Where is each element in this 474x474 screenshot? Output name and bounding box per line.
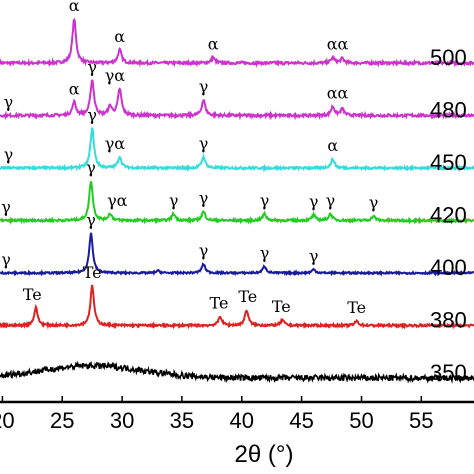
phase-label-400-0: γ	[1, 250, 11, 269]
series-500-line	[0, 17, 474, 69]
series-380-line	[0, 284, 474, 330]
phase-label-450-2: γα	[105, 134, 126, 153]
phase-label-380-0: Te	[23, 285, 42, 304]
phase-label-450-1: γ	[87, 105, 97, 124]
phase-label-380-4: Te	[272, 297, 291, 316]
phase-label-380-1: Te	[83, 263, 102, 282]
series-400-line	[0, 232, 474, 277]
phase-label-400-1: γ	[86, 210, 96, 229]
series-500-label: 500	[430, 45, 467, 70]
phase-label-500-1: α	[114, 27, 125, 46]
phase-label-400-3: γ	[260, 243, 270, 262]
phase-label-380-2: Te	[210, 294, 229, 313]
x-axis-title: 2θ (°)	[235, 441, 294, 468]
series-350-label: 350	[430, 360, 467, 385]
series-380-label: 380	[430, 308, 467, 333]
series-350-line	[0, 360, 474, 384]
series-450-line	[0, 127, 474, 173]
phase-label-400-4: γ	[309, 247, 319, 266]
x-tick-label-35: 35	[170, 408, 194, 433]
phase-label-480-2: γ	[87, 57, 97, 76]
phase-label-420-4: γ	[199, 189, 209, 208]
phase-label-420-2: γα	[107, 191, 128, 210]
phase-label-420-7: γ	[326, 191, 336, 210]
phase-label-480-0: γ	[4, 93, 14, 112]
phase-label-500-3: αα	[327, 35, 349, 54]
series-400-label: 400	[430, 255, 467, 280]
x-tick-label-20: 20	[0, 408, 15, 433]
phase-label-420-6: γ	[309, 192, 319, 211]
series-layer	[0, 17, 474, 384]
x-tick-label-50: 50	[349, 408, 373, 433]
phase-label-450-4: α	[327, 136, 338, 155]
phase-label-400-2: γ	[199, 241, 209, 260]
phase-label-480-5: αα	[327, 84, 349, 103]
phase-label-500-0: α	[69, 0, 80, 15]
x-tick-label-25: 25	[50, 408, 74, 433]
phase-label-380-5: Te	[347, 298, 366, 317]
phase-label-420-1: γ	[86, 158, 96, 177]
x-tick-labels: 20 25 30 35 40 45 50 55	[0, 396, 434, 433]
x-tick-label-45: 45	[289, 408, 313, 433]
phase-label-380-3: Te	[238, 287, 257, 306]
series-480-line	[0, 79, 474, 121]
phase-label-420-0: γ	[1, 198, 11, 217]
series-480-label: 480	[430, 98, 467, 123]
phase-label-450-0: γ	[4, 145, 14, 164]
series-420-label: 420	[430, 203, 467, 228]
x-tick-label-30: 30	[110, 408, 134, 433]
phase-label-480-1: α	[69, 79, 80, 98]
phase-label-420-8: γ	[369, 193, 379, 212]
phase-label-450-3: γ	[199, 134, 209, 153]
phase-label-500-2: α	[208, 35, 219, 54]
phase-label-420-5: γ	[260, 191, 270, 210]
phase-label-480-4: γ	[199, 77, 209, 96]
x-tick-label-55: 55	[409, 408, 433, 433]
series-420-line	[0, 181, 474, 226]
x-tick-label-40: 40	[230, 408, 254, 433]
series-450-label: 450	[430, 150, 467, 175]
phase-label-480-3: γα	[105, 66, 126, 85]
phase-label-420-3: γ	[169, 191, 179, 210]
